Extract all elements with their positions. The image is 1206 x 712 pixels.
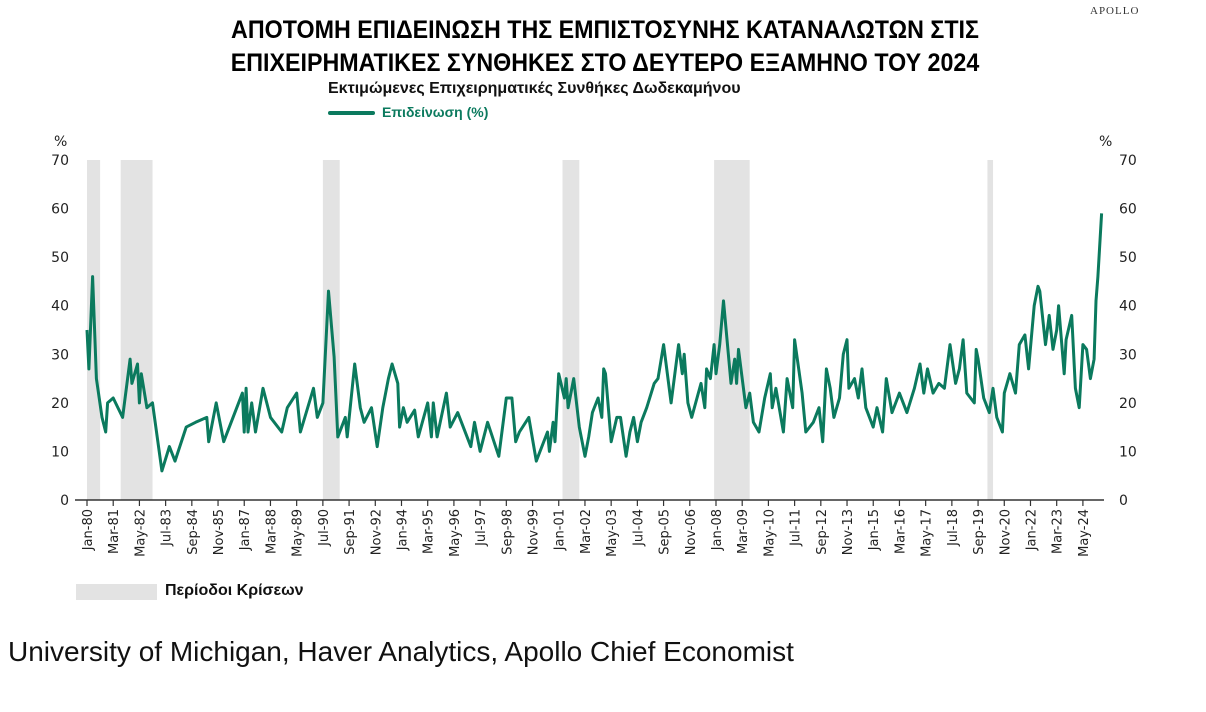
y-tick-label-left: 70 <box>51 153 69 169</box>
x-tick-label: Sep-91 <box>343 509 358 555</box>
y-tick-label-right: 60 <box>1119 202 1137 218</box>
legend-series-label: Επιδείνωση (%) <box>382 104 489 120</box>
y-tick-label-right: 70 <box>1119 153 1137 169</box>
x-tick-label: Mar-02 <box>579 509 594 554</box>
x-tick-label: Sep-05 <box>658 509 673 555</box>
x-tick-label: Mar-23 <box>1051 509 1066 554</box>
x-tick-label: Nov-20 <box>998 509 1013 555</box>
x-tick-label: May-10 <box>762 509 777 557</box>
x-tick-label: May-82 <box>133 509 148 557</box>
x-tick-label: Sep-84 <box>186 509 201 555</box>
y-tick-label-right: 10 <box>1119 444 1137 460</box>
x-tick-label: Jan-22 <box>1024 509 1039 551</box>
y-tick-label-left: 60 <box>51 202 69 218</box>
y-tick-label-left: 30 <box>51 347 69 363</box>
x-tick-label: Mar-16 <box>893 509 908 554</box>
y-tick-label-right: 40 <box>1119 299 1137 315</box>
y-tick-label-left: 40 <box>51 299 69 315</box>
x-tick-label: Nov-13 <box>841 509 856 555</box>
x-tick-label: Jul-90 <box>317 509 332 547</box>
chart-subtitle: Εκτιμώμενες Επιχειρηματικές Συνθήκες Δωδ… <box>328 80 741 97</box>
legend-series-swatch <box>328 111 375 115</box>
x-tick-label: Jan-80 <box>81 509 96 551</box>
x-tick-label: May-03 <box>605 509 620 557</box>
y-axis-unit-left: % <box>54 134 67 150</box>
y-tick-label-left: 10 <box>51 444 69 460</box>
recession-band <box>120 160 153 500</box>
recession-band <box>714 160 750 500</box>
x-tick-label: Mar-95 <box>422 509 437 554</box>
x-tick-label: Jan-15 <box>867 509 882 551</box>
x-tick-label: Sep-19 <box>972 509 987 555</box>
recession-band <box>562 160 580 500</box>
chart-title-line-1: ΑΠΟΤΟΜΗ ΕΠΙΔΕΙΝΩΣΗ ΤΗΣ ΕΜΠΙΣΤΟΣΥΝΗΣ ΚΑΤΑ… <box>231 16 979 44</box>
x-tick-label: Nov-99 <box>527 509 542 555</box>
x-tick-label: May-24 <box>1077 509 1092 557</box>
x-tick-label: May-89 <box>291 509 306 557</box>
x-tick-label: Jan-08 <box>710 509 725 551</box>
x-tick-label: Mar-09 <box>736 509 751 554</box>
chart-title: ΑΠΟΤΟΜΗ ΕΠΙΔΕΙΝΩΣΗ ΤΗΣ ΕΜΠΙΣΤΟΣΥΝΗΣ ΚΑΤΑ… <box>42 14 1167 80</box>
x-tick-label: Jan-01 <box>553 509 568 551</box>
x-tick-label: Mar-88 <box>264 509 279 554</box>
x-tick-label: May-17 <box>920 509 935 557</box>
y-tick-label-right: 0 <box>1119 493 1128 509</box>
y-tick-label-right: 30 <box>1119 347 1137 363</box>
x-tick-label: Nov-06 <box>684 509 699 555</box>
apollo-logo: APOLLO <box>1090 5 1140 17</box>
y-tick-label-left: 20 <box>51 396 69 412</box>
legend-recession-label: Περίοδοι Κρίσεων <box>165 582 304 599</box>
series-line <box>85 213 1104 473</box>
x-tick-label: Jan-87 <box>238 509 253 551</box>
x-tick-label: Jul-04 <box>631 509 646 547</box>
x-tick-label: Jul-97 <box>474 509 489 547</box>
x-tick-label: Nov-92 <box>369 509 384 555</box>
x-tick-label: Sep-12 <box>815 509 830 555</box>
y-tick-label-left: 50 <box>51 250 69 266</box>
x-tick-label: Jul-11 <box>789 509 804 547</box>
x-tick-label: Jul-83 <box>160 509 175 547</box>
chart-title-line-2: ΕΠΙΧΕΙΡΗΜΑΤΙΚΕΣ ΣΥΝΘΗΚΕΣ ΣΤΟ ΔΕΥΤΕΡΟ ΕΞΑ… <box>230 49 980 77</box>
source-note: University of Michigan, Haver Analytics,… <box>8 636 794 667</box>
y-tick-label-right: 20 <box>1119 396 1137 412</box>
x-tick-label: Jul-18 <box>946 509 961 547</box>
legend-recession-swatch <box>76 584 157 600</box>
x-tick-label: Nov-85 <box>212 509 227 555</box>
x-tick-label: Mar-81 <box>107 509 122 554</box>
x-tick-label: Sep-98 <box>500 509 515 555</box>
y-tick-label-right: 50 <box>1119 250 1137 266</box>
y-axis-unit-right: % <box>1099 134 1112 150</box>
recession-band <box>987 160 994 500</box>
x-tick-label: Jan-94 <box>395 509 410 551</box>
y-tick-label-left: 0 <box>60 493 69 509</box>
x-tick-label: May-96 <box>448 509 463 557</box>
